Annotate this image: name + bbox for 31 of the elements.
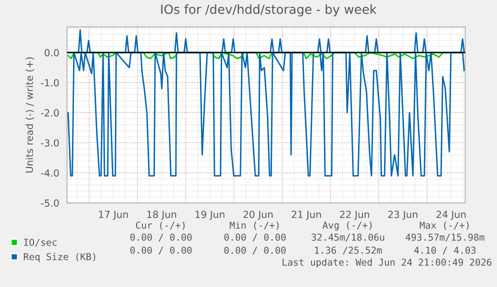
text: Avg (-/+) xyxy=(322,221,372,231)
text: Max (-/+) xyxy=(420,221,469,230)
text: Min (-/+) xyxy=(230,221,279,230)
y-tick-label: 0.0 xyxy=(44,49,59,56)
text: 1.36 /25.52m xyxy=(315,246,382,255)
text: 0.00 / 0.00 xyxy=(130,234,192,242)
y-tick-label: -5.0 xyxy=(40,199,59,207)
text: Cur (-/+) xyxy=(136,221,185,230)
text: 4.10 / 4.03 xyxy=(414,246,476,255)
x-tick-label: 20 Jun xyxy=(243,210,273,220)
x-tick-label: 23 Jun xyxy=(388,210,418,220)
y-tick-label: -4.0 xyxy=(40,169,59,177)
legend-label: Req Size (KB) xyxy=(24,252,96,262)
y-tick-label: -1.0 xyxy=(40,79,59,86)
y-axis-title: Units read (-) / write (+) xyxy=(26,57,34,172)
chart-title: IOs for /dev/hdd/storage - by week xyxy=(161,4,377,16)
x-tick-label: 19 Jun xyxy=(196,210,224,220)
x-tick-label: 22 Jun xyxy=(340,210,370,220)
x-tick-label: 21 Jun xyxy=(292,210,321,220)
legend-label: IO/sec xyxy=(24,238,57,247)
text: Last update: Wed Jun 24 21:00:49 2026 xyxy=(282,258,492,268)
text: 493.57m/15.98m xyxy=(406,234,484,242)
x-tick-label: 18 Jun xyxy=(147,210,176,220)
y-tick-label: -2.0 xyxy=(40,109,59,117)
text: 0.00 / 0.00 xyxy=(130,246,192,255)
text: 0.00 / 0.00 xyxy=(224,246,286,255)
text: 32.45m/18.06u xyxy=(312,234,384,242)
x-tick-label: 17 Jun xyxy=(99,210,128,220)
text: 0.00 / 0.00 xyxy=(224,234,286,242)
y-tick-label: -3.0 xyxy=(40,139,59,147)
x-tick-label: 24 Jun xyxy=(436,210,466,220)
